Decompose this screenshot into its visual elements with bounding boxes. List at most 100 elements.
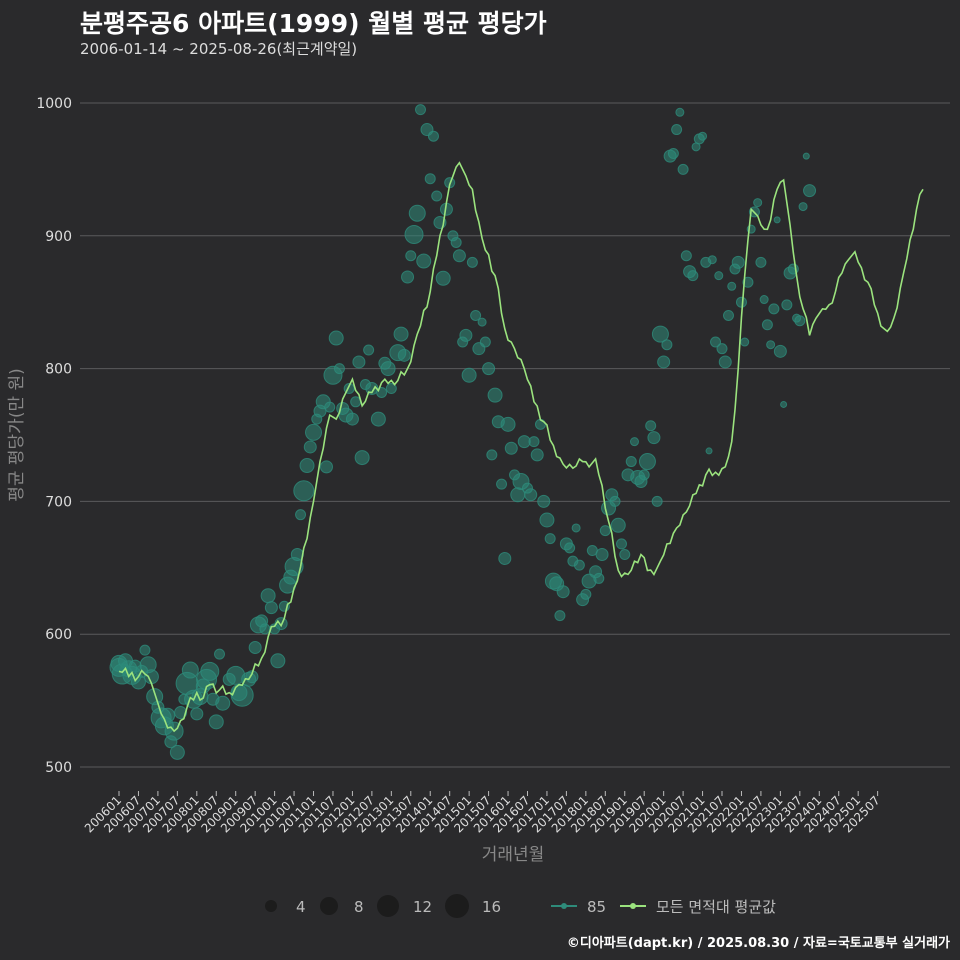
data-point xyxy=(500,416,516,432)
data-point xyxy=(753,198,763,208)
data-point xyxy=(573,559,585,571)
data-point xyxy=(802,152,810,160)
x-axis-label: 거래년월 xyxy=(482,845,545,865)
data-point xyxy=(435,270,451,286)
data-point xyxy=(530,448,544,462)
data-point xyxy=(616,538,628,550)
data-point xyxy=(293,480,315,502)
data-point xyxy=(667,147,679,159)
data-point xyxy=(450,236,462,248)
data-point xyxy=(352,355,366,369)
data-point xyxy=(401,270,415,284)
data-point xyxy=(599,525,611,537)
data-point xyxy=(710,336,722,348)
data-point xyxy=(731,255,745,269)
data-point xyxy=(496,478,508,490)
data-point xyxy=(647,431,661,445)
data-point xyxy=(482,362,496,376)
data-point xyxy=(638,453,656,471)
data-point xyxy=(657,355,671,369)
data-point xyxy=(370,411,386,427)
data-point xyxy=(459,328,473,342)
data-point xyxy=(524,488,538,502)
data-point xyxy=(780,400,788,408)
data-point xyxy=(716,343,728,355)
data-point xyxy=(248,640,262,654)
average-line xyxy=(118,161,924,733)
data-point xyxy=(625,456,637,468)
data-point xyxy=(504,441,518,455)
data-point xyxy=(477,317,487,327)
y-tick-label: 900 xyxy=(45,229,72,245)
legend-key-85-dot xyxy=(561,903,567,909)
data-point xyxy=(295,509,307,521)
legend-label-average: 모든 면적대 평균값 xyxy=(656,898,776,916)
data-point xyxy=(333,363,345,375)
data-point xyxy=(773,344,787,358)
data-point xyxy=(707,255,717,265)
data-point xyxy=(781,299,793,311)
data-point xyxy=(803,184,817,198)
data-point xyxy=(393,326,409,342)
data-point xyxy=(363,344,375,356)
data-point xyxy=(452,249,466,263)
y-tick-label: 500 xyxy=(45,760,72,776)
data-point xyxy=(354,450,370,466)
data-point xyxy=(661,339,673,351)
data-point xyxy=(345,412,359,426)
data-point xyxy=(610,517,626,533)
data-point xyxy=(773,216,781,224)
data-point xyxy=(539,512,555,528)
data-point xyxy=(319,460,333,474)
data-point xyxy=(651,495,663,507)
data-point xyxy=(190,707,204,721)
data-point xyxy=(385,383,397,395)
data-point xyxy=(761,319,773,331)
data-point xyxy=(794,315,806,327)
data-point xyxy=(727,281,737,291)
data-point xyxy=(593,572,605,584)
size-legend-circle xyxy=(320,897,338,915)
data-point xyxy=(303,440,317,454)
data-point xyxy=(169,744,185,760)
data-point xyxy=(687,270,699,282)
data-point xyxy=(714,271,724,281)
size-legend-circle xyxy=(445,894,469,918)
data-point xyxy=(208,714,224,730)
data-point xyxy=(260,588,276,604)
data-point xyxy=(200,661,220,681)
data-point xyxy=(671,124,683,136)
source-caption: ©디아파트(dapt.kr) / 2025.08.30 / 자료=국토교통부 실… xyxy=(566,936,950,951)
data-point xyxy=(174,706,188,720)
y-tick-label: 1000 xyxy=(36,96,72,112)
data-point xyxy=(755,256,767,268)
size-legend-label: 4 xyxy=(296,898,306,916)
data-point xyxy=(405,250,417,262)
data-point xyxy=(554,610,566,622)
data-point xyxy=(408,204,426,222)
data-point xyxy=(416,253,432,269)
data-point xyxy=(376,387,388,399)
data-point xyxy=(487,387,503,403)
legend-label-85: 85 xyxy=(587,898,606,916)
data-point xyxy=(397,348,411,362)
data-point xyxy=(580,588,592,600)
data-point xyxy=(619,549,631,561)
size-legend-label: 16 xyxy=(482,898,501,916)
data-point xyxy=(718,355,732,369)
data-point xyxy=(214,648,226,660)
data-point xyxy=(461,367,477,383)
y-tick-label: 600 xyxy=(45,627,72,643)
data-point xyxy=(528,436,540,448)
data-point xyxy=(380,361,396,377)
size-legend-label: 12 xyxy=(413,898,432,916)
data-point xyxy=(181,661,199,679)
data-point xyxy=(534,418,546,430)
y-tick-label: 800 xyxy=(45,362,72,378)
data-point xyxy=(759,295,769,305)
data-point xyxy=(722,309,734,321)
data-point xyxy=(230,683,254,707)
data-point xyxy=(424,173,436,185)
data-point xyxy=(305,423,323,441)
